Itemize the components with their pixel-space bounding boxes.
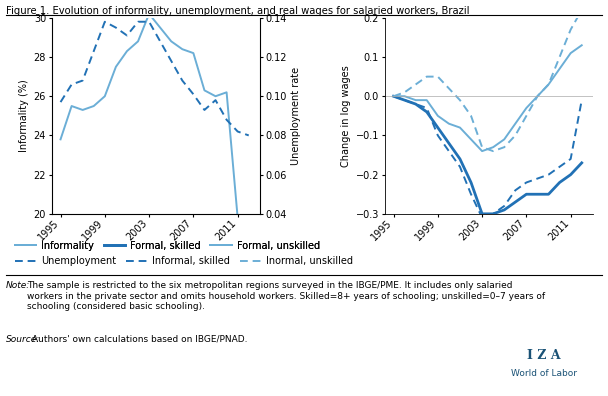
Text: Authors' own calculations based on IBGE/PNAD.: Authors' own calculations based on IBGE/… bbox=[32, 335, 247, 344]
Text: I Z A: I Z A bbox=[527, 349, 561, 362]
Text: World of Labor: World of Labor bbox=[511, 369, 577, 378]
Text: The sample is restricted to the six metropolitan regions surveyed in the IBGE/PM: The sample is restricted to the six metr… bbox=[27, 281, 545, 311]
Legend: Informality, Formal, skilled, Formal, unskilled: Informality, Formal, skilled, Formal, un… bbox=[11, 237, 323, 255]
Text: Note:: Note: bbox=[6, 281, 30, 290]
Text: Figure 1. Evolution of informality, unemployment, and real wages for salaried wo: Figure 1. Evolution of informality, unem… bbox=[6, 6, 469, 16]
Text: Source:: Source: bbox=[6, 335, 40, 344]
Y-axis label: Change in log wages: Change in log wages bbox=[342, 65, 351, 167]
Y-axis label: Informality (%): Informality (%) bbox=[19, 80, 29, 152]
Y-axis label: Unemployment rate: Unemployment rate bbox=[291, 67, 301, 165]
Legend: Unemployment, Informal, skilled, Inormal, unskilled: Unemployment, Informal, skilled, Inormal… bbox=[11, 253, 357, 270]
